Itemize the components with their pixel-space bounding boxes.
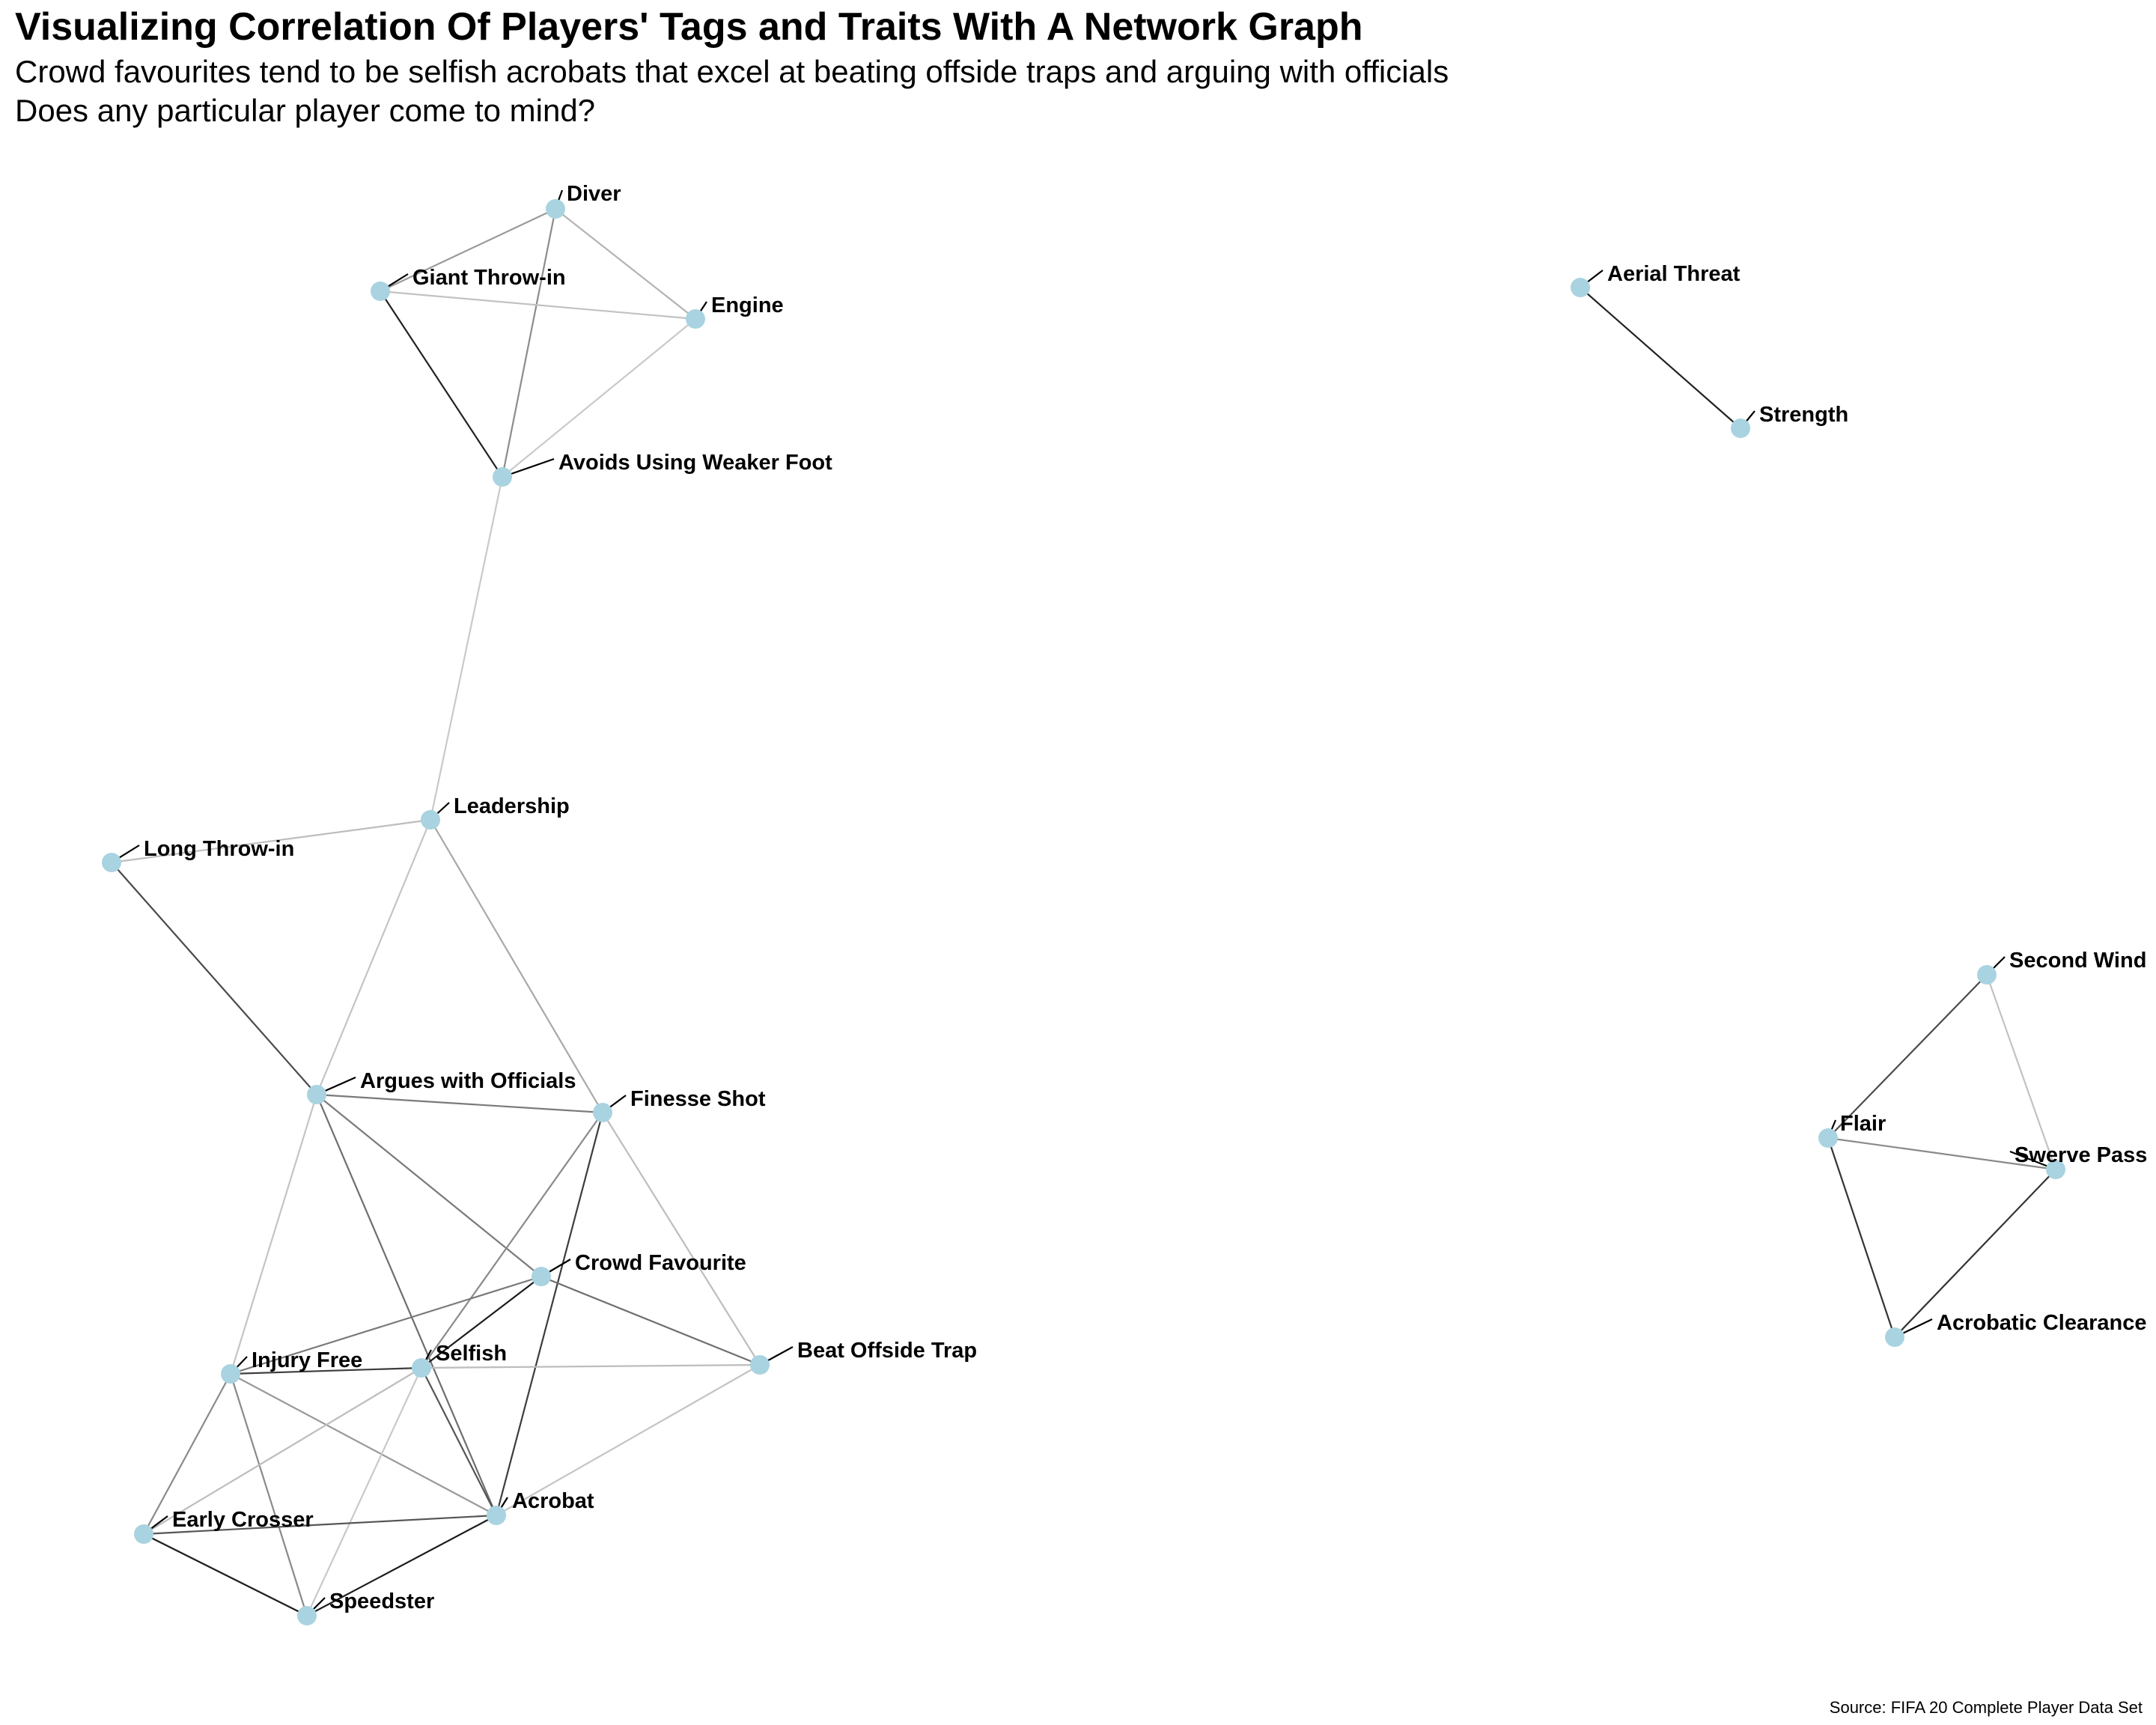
node-label-speedster: Speedster xyxy=(329,1589,434,1613)
edge-beat_offside-acrobat xyxy=(496,1364,761,1516)
edge-selfish-acrobat xyxy=(421,1367,497,1516)
edge-giant_throw-engine xyxy=(380,290,696,320)
node-diver[interactable] xyxy=(546,199,565,219)
edge-diver-giant_throw xyxy=(380,208,556,292)
node-label-argues: Argues with Officials xyxy=(360,1069,576,1093)
node-early_crosser[interactable] xyxy=(134,1524,153,1544)
node-avoids_weak[interactable] xyxy=(493,467,512,487)
edge-injury_free-selfish xyxy=(230,1366,422,1375)
node-flair[interactable] xyxy=(1818,1128,1838,1148)
node-label-long_throw: Long Throw-in xyxy=(144,837,294,861)
subtitle-line: Crowd favourites tend to be selfish acro… xyxy=(15,54,1449,89)
label-layer: Diver Giant Throw-in Engine Avoids Using We… xyxy=(144,182,2147,1613)
edge-crowd-beat_offside xyxy=(540,1275,761,1366)
edge-diver-avoids_weak xyxy=(501,208,557,478)
chart-title: Visualizing Correlation Of Players' Tags… xyxy=(15,5,1363,49)
node-label-strength: Strength xyxy=(1759,403,1848,427)
edge-argues-crowd xyxy=(316,1094,542,1277)
edge-argues-acrobat xyxy=(315,1094,498,1516)
edge-second_wind-flair xyxy=(1827,974,1988,1139)
node-acro_clear[interactable] xyxy=(1885,1327,1904,1347)
edge-selfish-speedster xyxy=(306,1367,422,1616)
edge-flair-acro_clear xyxy=(1827,1137,1896,1338)
edge-finesse-selfish xyxy=(421,1112,603,1369)
edge-leadership-argues xyxy=(315,819,432,1095)
node-swerve[interactable] xyxy=(2046,1160,2065,1179)
node-selfish[interactable] xyxy=(412,1358,431,1378)
edge-finesse-acrobat xyxy=(495,1112,604,1516)
node-crowd[interactable] xyxy=(532,1267,551,1286)
node-label-giant_throw: Giant Throw-in xyxy=(412,266,566,290)
chart-subtitle: Crowd favourites tend to be selfish acro… xyxy=(15,52,1449,130)
node-speedster[interactable] xyxy=(297,1606,317,1625)
node-label-leadership: Leadership xyxy=(454,794,570,818)
node-long_throw[interactable] xyxy=(102,853,121,872)
node-leadership[interactable] xyxy=(421,810,440,830)
node-engine[interactable] xyxy=(686,309,705,329)
node-strength[interactable] xyxy=(1731,419,1750,438)
node-label-diver: Diver xyxy=(567,182,621,206)
edge-crowd-injury_free xyxy=(230,1275,542,1375)
edge-early_crosser-speedster xyxy=(143,1533,308,1616)
edge-injury_free-speedster xyxy=(229,1373,308,1616)
edge-swerve-acro_clear xyxy=(1894,1169,2056,1338)
node-beat_offside[interactable] xyxy=(750,1355,770,1375)
edge-argues-injury_free xyxy=(229,1094,318,1375)
node-finesse[interactable] xyxy=(593,1103,612,1122)
edge-leadership-finesse xyxy=(430,819,603,1113)
edge-engine-avoids_weak xyxy=(502,318,696,478)
edge-selfish-early_crosser xyxy=(143,1367,422,1535)
edge-long_throw-leadership xyxy=(111,818,431,864)
node-layer xyxy=(102,199,2065,1625)
edge-long_throw-argues xyxy=(111,862,317,1095)
node-label-early_crosser: Early Crosser xyxy=(172,1508,314,1532)
node-label-crowd: Crowd Favourite xyxy=(575,1251,746,1275)
node-label-acrobat: Acrobat xyxy=(512,1489,594,1513)
node-label-injury_free: Injury Free xyxy=(252,1348,362,1372)
node-label-beat_offside: Beat Offside Trap xyxy=(797,1339,977,1363)
node-second_wind[interactable] xyxy=(1977,965,1997,985)
subtitle-line: Does any particular player come to mind? xyxy=(15,93,596,128)
edge-injury_free-early_crosser xyxy=(143,1373,231,1535)
node-acrobat[interactable] xyxy=(487,1506,506,1525)
edge-acrobat-early_crosser xyxy=(143,1514,497,1536)
node-label-acro_clear: Acrobatic Clearance xyxy=(1937,1311,2146,1335)
node-label-finesse: Finesse Shot xyxy=(630,1087,766,1111)
node-label-aerial: Aerial Threat xyxy=(1607,262,1741,286)
edge-aerial-strength xyxy=(1580,287,1741,429)
edge-finesse-beat_offside xyxy=(602,1112,761,1366)
edge-layer xyxy=(111,208,2057,1616)
node-label-second_wind: Second Wind xyxy=(2009,949,2146,973)
node-label-engine: Engine xyxy=(711,293,784,317)
node-argues[interactable] xyxy=(307,1085,326,1104)
edge-flair-swerve xyxy=(1827,1137,2056,1171)
edge-argues-finesse xyxy=(316,1093,603,1114)
edge-diver-engine xyxy=(555,208,696,320)
node-label-flair: Flair xyxy=(1840,1112,1886,1136)
edge-injury_free-acrobat xyxy=(230,1373,497,1516)
edge-avoids_weak-leadership xyxy=(429,476,504,821)
edge-giant_throw-avoids_weak xyxy=(380,290,503,478)
node-label-avoids_weak: Avoids Using Weaker Foot xyxy=(558,451,832,475)
node-aerial[interactable] xyxy=(1571,278,1590,297)
node-label-swerve: Swerve Pass xyxy=(2015,1143,2147,1167)
node-giant_throw[interactable] xyxy=(371,282,390,301)
edge-acrobat-speedster xyxy=(306,1515,497,1616)
edge-second_wind-swerve xyxy=(1985,974,2057,1170)
edge-selfish-beat_offside xyxy=(421,1363,761,1369)
node-injury_free[interactable] xyxy=(221,1364,240,1384)
edge-crowd-selfish xyxy=(421,1276,542,1369)
source-caption: Source: FIFA 20 Complete Player Data Set xyxy=(1829,1698,2143,1717)
node-label-selfish: Selfish xyxy=(436,1342,507,1366)
